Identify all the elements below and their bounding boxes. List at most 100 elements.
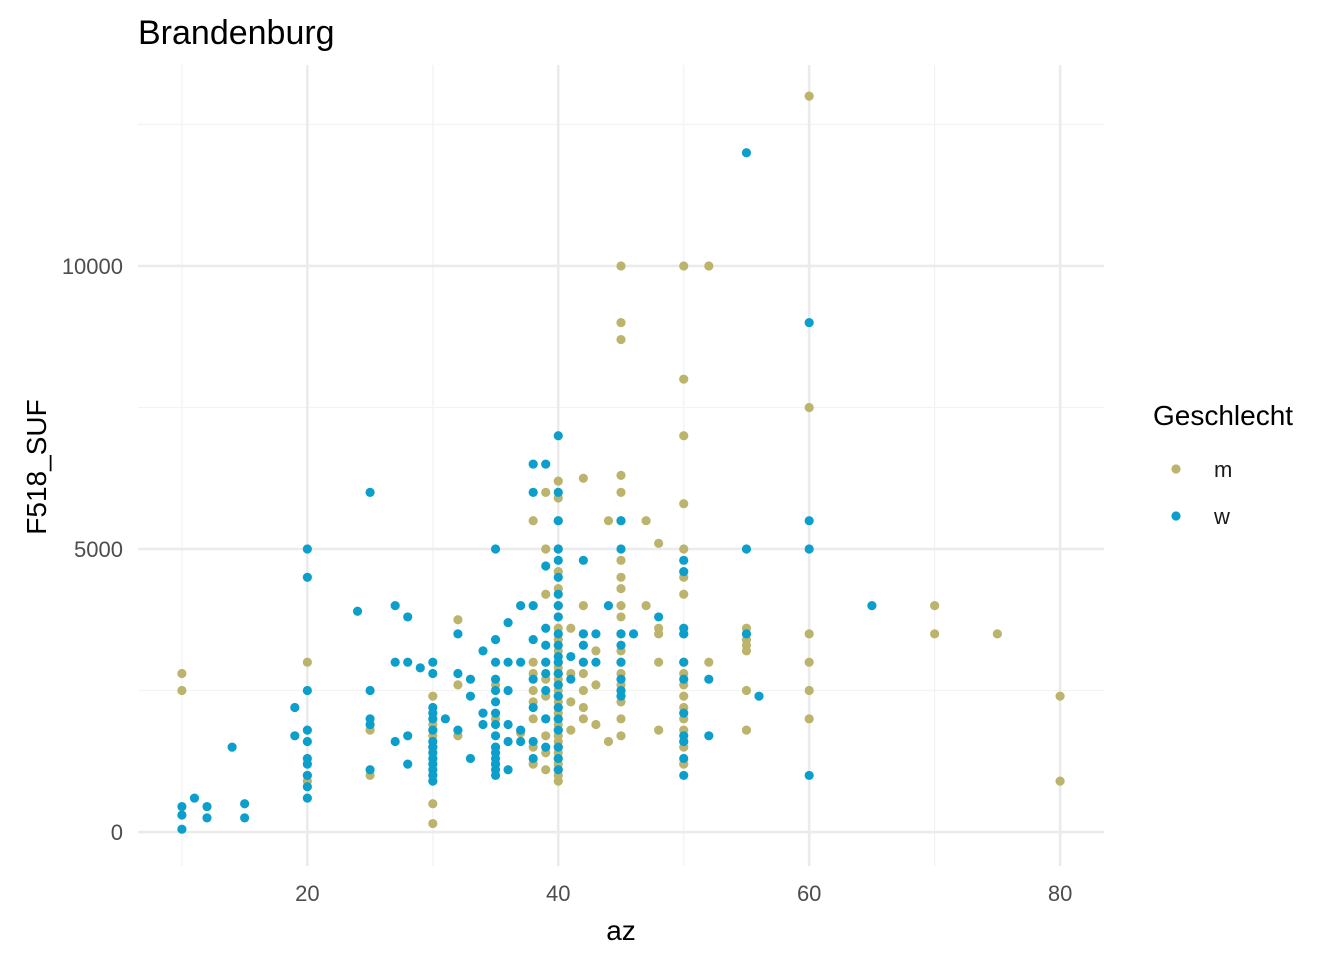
data-point-m xyxy=(578,668,588,679)
data-point-w xyxy=(603,601,614,611)
data-point-w xyxy=(189,793,200,803)
data-point-m xyxy=(930,629,940,639)
data-point-m xyxy=(541,589,551,599)
data-point-w xyxy=(553,742,563,752)
data-point-w xyxy=(490,634,501,645)
data-point-w xyxy=(804,544,814,554)
data-point-w xyxy=(202,813,212,823)
x-tick-label: 20 xyxy=(295,881,319,906)
data-point-m xyxy=(804,685,814,696)
data-point-w xyxy=(490,657,501,667)
data-point-m xyxy=(591,719,601,730)
data-point-w xyxy=(428,725,438,735)
data-point-w xyxy=(553,589,563,599)
data-point-w xyxy=(453,629,463,639)
data-point-w xyxy=(553,765,563,775)
data-point-w xyxy=(741,629,752,639)
data-point-w xyxy=(490,719,501,730)
x-axis-title: az xyxy=(606,915,636,946)
y-tick-label: 10000 xyxy=(62,254,123,279)
data-point-m xyxy=(578,702,588,713)
data-point-m xyxy=(804,714,814,724)
data-point-w xyxy=(516,725,526,735)
data-point-w xyxy=(516,601,526,611)
data-point-w xyxy=(553,555,563,565)
data-point-w xyxy=(465,674,476,684)
data-point-m xyxy=(541,544,551,554)
data-point-w xyxy=(679,736,689,747)
legend-key-m xyxy=(1171,464,1181,474)
data-point-w xyxy=(503,685,513,696)
data-point-w xyxy=(541,623,551,633)
data-point-w xyxy=(177,824,187,834)
data-point-m xyxy=(992,629,1002,639)
y-axis-tick-labels: 0 5000 10000 xyxy=(62,254,123,845)
x-axis-tick-labels: 20 40 60 80 xyxy=(295,881,1072,906)
data-point-w xyxy=(302,572,312,582)
data-point-w xyxy=(428,776,438,786)
data-point-w xyxy=(566,651,576,662)
data-point-w xyxy=(541,561,551,571)
data-point-w xyxy=(528,634,538,645)
data-point-w xyxy=(616,629,626,639)
data-point-m xyxy=(603,736,614,747)
data-point-w xyxy=(302,725,312,735)
data-point-w xyxy=(503,719,513,730)
data-point-m xyxy=(704,657,714,667)
data-point-w xyxy=(553,725,563,735)
data-point-m xyxy=(528,685,538,696)
data-point-w xyxy=(478,708,488,718)
data-point-w xyxy=(453,668,463,679)
data-point-m xyxy=(528,714,538,724)
data-point-w xyxy=(679,567,689,577)
data-point-m xyxy=(616,487,626,497)
data-point-w xyxy=(616,657,626,667)
data-point-m xyxy=(528,516,538,526)
data-point-w xyxy=(365,487,375,497)
data-point-m xyxy=(679,589,689,599)
data-point-w xyxy=(679,555,689,565)
data-point-w xyxy=(365,685,375,696)
data-point-w xyxy=(490,544,501,554)
data-point-m xyxy=(566,697,576,707)
data-point-w xyxy=(503,736,513,747)
data-point-w xyxy=(704,674,714,684)
data-point-w xyxy=(553,572,563,582)
data-point-m xyxy=(541,731,551,741)
data-point-m xyxy=(804,657,814,667)
data-point-m xyxy=(804,629,814,639)
data-point-w xyxy=(679,770,689,781)
data-point-w xyxy=(541,685,551,696)
data-point-w xyxy=(440,714,450,724)
data-point-w xyxy=(578,629,588,639)
data-point-w xyxy=(403,731,413,741)
data-point-w xyxy=(478,719,488,730)
data-point-w xyxy=(616,640,626,650)
data-point-m xyxy=(704,261,714,271)
grid-lines xyxy=(138,65,1104,866)
data-point-w xyxy=(290,731,300,741)
data-point-m xyxy=(804,91,814,101)
data-point-w xyxy=(566,674,576,684)
data-point-w xyxy=(503,617,513,628)
data-point-m xyxy=(616,334,626,345)
data-point-w xyxy=(453,725,463,735)
data-point-w xyxy=(553,516,563,526)
data-point-w xyxy=(616,516,626,526)
data-point-w xyxy=(365,719,375,730)
data-point-w xyxy=(679,657,689,667)
legend-title: Geschlecht xyxy=(1153,400,1293,431)
data-point-m xyxy=(804,402,814,413)
data-point-w xyxy=(553,487,563,497)
data-point-w xyxy=(867,601,877,611)
data-point-w xyxy=(679,708,689,718)
data-point-w xyxy=(403,657,413,667)
data-point-m xyxy=(553,476,563,486)
x-tick-label: 60 xyxy=(797,881,821,906)
data-point-m xyxy=(302,657,312,667)
data-point-w xyxy=(528,601,538,611)
data-point-m xyxy=(616,601,626,611)
data-point-m xyxy=(177,668,187,679)
data-point-w xyxy=(465,753,476,764)
